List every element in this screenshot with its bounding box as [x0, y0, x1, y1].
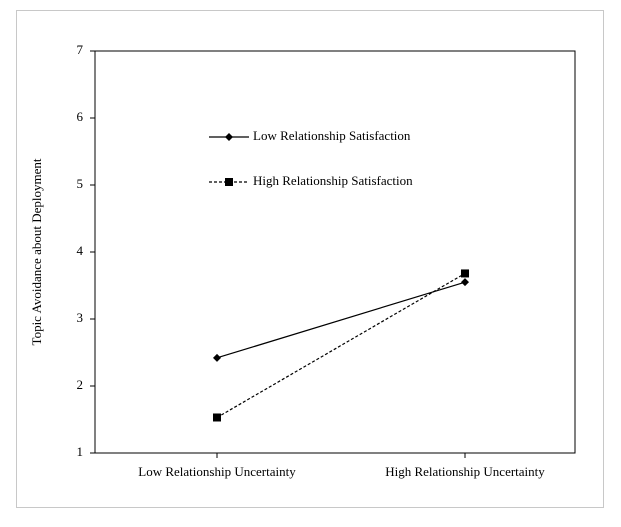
data-point — [461, 278, 469, 287]
x-tick-label: High Relationship Uncertainty — [385, 464, 545, 479]
legend-label: Low Relationship Satisfaction — [253, 128, 411, 143]
series-line — [216, 272, 466, 419]
y-tick-label: 6 — [77, 109, 84, 124]
plot-area — [94, 50, 576, 454]
y-tick-label: 4 — [77, 243, 84, 258]
series-high-satisfaction — [213, 269, 469, 422]
legend: Low Relationship Satisfaction High Relati… — [209, 128, 413, 188]
y-tick-label: 2 — [77, 377, 84, 392]
x-tick-label: Low Relationship Uncertainty — [138, 464, 296, 479]
y-axis-ticks: 1 2 3 4 5 6 7 — [77, 42, 95, 459]
y-tick-label: 7 — [77, 42, 84, 57]
series-line — [216, 281, 466, 359]
y-tick-label: 1 — [77, 444, 84, 459]
y-tick-label: 3 — [77, 310, 84, 325]
data-point — [461, 269, 469, 278]
y-tick-label: 5 — [77, 176, 84, 191]
y-axis-label: Topic Avoidance about Deployment — [29, 158, 44, 345]
data-point — [213, 353, 221, 362]
legend-marker — [225, 133, 233, 141]
series-layer — [213, 269, 469, 422]
data-point — [213, 413, 221, 422]
x-axis-ticks: Low Relationship Uncertainty High Relatio… — [138, 453, 545, 479]
series-low-satisfaction — [213, 278, 469, 362]
legend-marker — [225, 178, 233, 186]
legend-label: High Relationship Satisfaction — [253, 173, 413, 188]
